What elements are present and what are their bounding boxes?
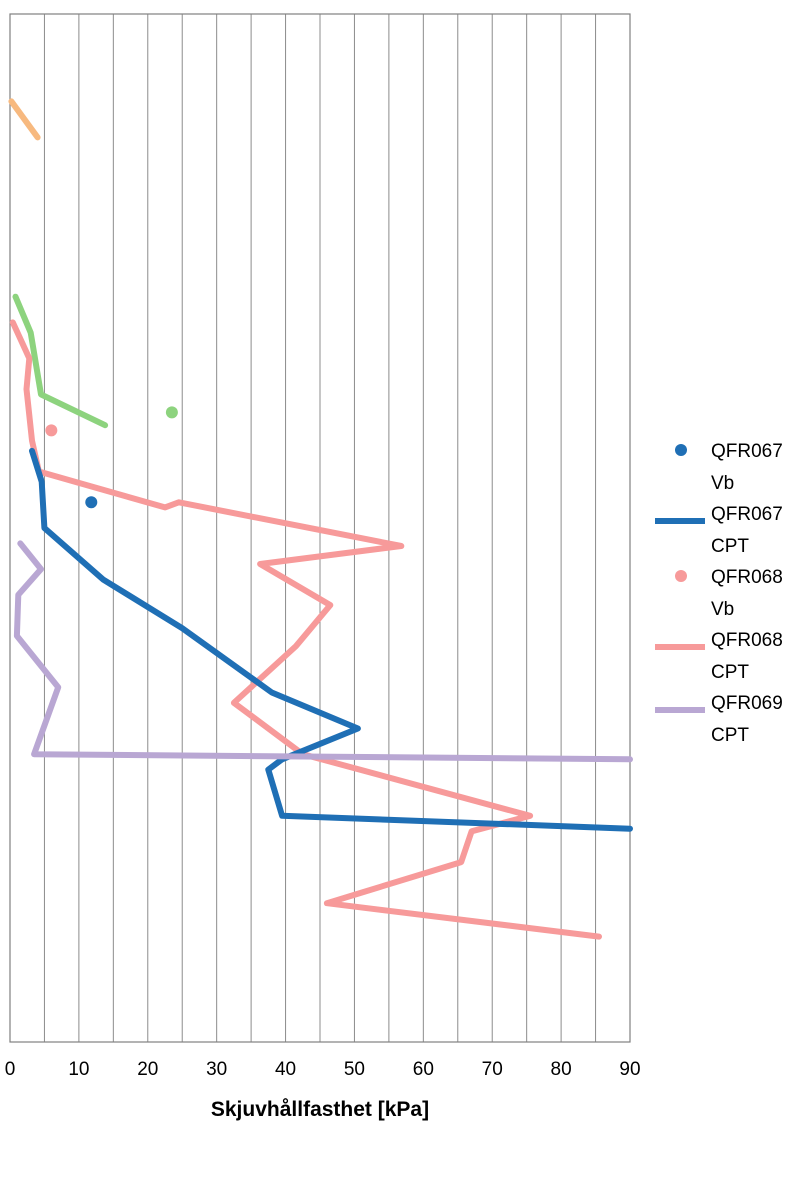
series-line-qfr068-cpt	[9, 319, 602, 940]
data-point-qfr068-vb	[45, 424, 58, 437]
x-tick-label: 70	[482, 1059, 503, 1080]
series-line-qfr069-cpt	[13, 540, 633, 763]
legend-entry-label: QFR069 CPT	[711, 693, 783, 746]
data-point-series-4	[165, 406, 178, 419]
data-point-qfr067-vb	[85, 496, 98, 509]
gridlines	[43, 14, 597, 1042]
x-tick-label: 0	[5, 1059, 16, 1080]
x-axis-ticks: 0 10 20 30 40 50 60 70 80 90	[5, 1059, 641, 1080]
series-line-series-3	[12, 293, 109, 429]
x-tick-label: 80	[551, 1059, 572, 1080]
x-axis-title: Skjuvhållfasthet [kPa]	[211, 1098, 429, 1121]
series-line-qfr067-cpt	[29, 447, 633, 832]
series-line-series-2	[8, 98, 41, 141]
legend-dot-marker	[675, 444, 687, 456]
x-tick-label: 20	[137, 1059, 158, 1080]
series-layer	[8, 98, 633, 940]
x-tick-label: 40	[275, 1059, 296, 1080]
x-tick-label: 60	[413, 1059, 434, 1080]
legend-entry-label: QFR068 CPT	[711, 630, 783, 683]
x-tick-label: 10	[68, 1059, 89, 1080]
legend-dot-marker	[675, 570, 687, 582]
legend: QFR067 Vb QFR067 CPT QFR068 Vb QFR068 CPT QFR069…	[655, 441, 783, 746]
legend-entry-label: QFR067 CPT	[711, 504, 783, 557]
x-tick-label: 90	[619, 1059, 640, 1080]
legend-entry-label: QFR067 Vb	[711, 441, 783, 494]
legend-entry-label: QFR068 Vb	[711, 567, 783, 620]
plot-area-frame	[9, 13, 631, 1043]
x-tick-label: 50	[344, 1059, 365, 1080]
x-tick-label: 30	[206, 1059, 227, 1080]
